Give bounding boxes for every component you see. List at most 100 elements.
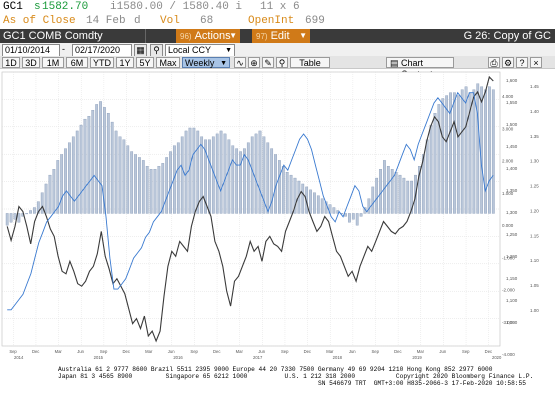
bar bbox=[402, 177, 406, 214]
x-month-label: Jun bbox=[168, 349, 175, 354]
bar bbox=[293, 177, 297, 214]
bar bbox=[367, 198, 371, 214]
ticker: GC1 bbox=[3, 1, 23, 13]
left-axis-tick-label: 1,050 bbox=[506, 320, 518, 325]
bar bbox=[219, 130, 223, 214]
x-month-label: Dec bbox=[304, 349, 311, 354]
bar bbox=[379, 169, 382, 214]
bar bbox=[138, 157, 141, 214]
footer-line-2: Japan 81 3 4565 8900 Singapore 65 6212 1… bbox=[58, 373, 534, 380]
actions-menu[interactable]: 96) Actions ▼ bbox=[176, 29, 240, 43]
left-axis-tick-label: 1,550 bbox=[506, 100, 518, 105]
bar bbox=[348, 213, 351, 223]
right-axis-tick-label: 1.10 bbox=[530, 258, 539, 263]
bar bbox=[68, 142, 71, 214]
line-chart-icon[interactable]: ∿ bbox=[234, 57, 246, 68]
title-bar: GC1 COMB Comdty 96) Actions ▼ 97) Edit ▼ G… bbox=[0, 29, 555, 43]
x-month-label: Sep bbox=[190, 349, 198, 354]
bar bbox=[99, 101, 102, 214]
bar bbox=[371, 186, 375, 214]
left-axis-tick-label: 1,400 bbox=[506, 166, 518, 171]
close-icon[interactable]: × bbox=[530, 57, 542, 68]
x-month-label: Mar bbox=[55, 349, 63, 354]
left-axis-tick-label: 1,250 bbox=[506, 232, 518, 237]
bar bbox=[313, 192, 316, 214]
x-month-label: Dec bbox=[485, 349, 492, 354]
bar bbox=[87, 116, 91, 214]
period-1d-button[interactable]: 1D bbox=[2, 57, 20, 68]
chart-area[interactable]: 1,600 1,550 1,500 1,450 1,400 1,350 1,300 1,250… bbox=[0, 70, 555, 366]
bar bbox=[149, 169, 153, 214]
bar bbox=[169, 151, 172, 214]
bar bbox=[351, 213, 355, 220]
security-field[interactable]: GC1 COMB Comdty bbox=[0, 29, 146, 43]
histogram-axis-tick-label: -2.000 bbox=[502, 288, 515, 293]
bar bbox=[239, 151, 242, 214]
bar bbox=[44, 183, 48, 214]
bar bbox=[215, 133, 219, 214]
bar bbox=[491, 89, 495, 214]
annotate-icon[interactable]: ✎ bbox=[262, 57, 274, 68]
bar bbox=[394, 171, 398, 214]
bar bbox=[472, 89, 476, 214]
bar bbox=[153, 169, 157, 214]
x-month-label: Jun bbox=[77, 349, 84, 354]
bar bbox=[258, 130, 262, 214]
period-5y-button[interactable]: 5Y bbox=[136, 57, 154, 68]
draw-tools-icon[interactable]: ⊕ bbox=[248, 57, 260, 68]
bar bbox=[122, 139, 126, 214]
right-axis-tick-label: 1.25 bbox=[530, 184, 539, 189]
close-date: 14 Feb bbox=[86, 15, 126, 27]
x-month-label: Sep bbox=[100, 349, 108, 354]
bar bbox=[25, 213, 29, 215]
right-axis-tick-label: 1.05 bbox=[530, 283, 539, 288]
settings-icon[interactable]: ⚙ bbox=[502, 57, 514, 68]
footer-line-1: Australia 61 2 9777 8600 Brazil 5511 239… bbox=[58, 366, 493, 373]
period-1m-button[interactable]: 1M bbox=[42, 57, 64, 68]
chevron-down-icon: ▼ bbox=[225, 47, 232, 54]
bar bbox=[344, 213, 347, 217]
bar bbox=[141, 160, 145, 214]
bar bbox=[425, 139, 429, 214]
price-chart[interactable]: 1,600 1,550 1,500 1,450 1,400 1,350 1,300 1,250… bbox=[0, 70, 555, 366]
bar bbox=[134, 154, 137, 214]
bar bbox=[386, 166, 390, 214]
footer-line-3: SN 546679 TRT GMT+3:00 H835-2066-3 17-Fe… bbox=[318, 380, 526, 387]
chart-content-button[interactable]: ▤ Chart Content bbox=[386, 57, 454, 79]
print-icon[interactable]: ⎙ bbox=[488, 57, 500, 68]
currency-value: Local CCY bbox=[168, 45, 212, 55]
frequency-select[interactable]: Weekly ▼ bbox=[182, 57, 230, 68]
help-icon[interactable]: ? bbox=[516, 57, 528, 68]
period-ytd-button[interactable]: YTD bbox=[90, 57, 114, 68]
left-axis-tick-label: 1,300 bbox=[506, 210, 518, 215]
left-axis-tick-label: 1,200 bbox=[506, 254, 518, 259]
bar bbox=[375, 177, 379, 214]
volume-value: 68 bbox=[200, 15, 214, 27]
open-interest-value: 699 bbox=[305, 15, 325, 27]
page-title: G 26: Copy of GC bbox=[463, 30, 551, 42]
bar bbox=[464, 86, 468, 214]
period-max-button[interactable]: Max bbox=[156, 57, 180, 68]
bar bbox=[281, 166, 285, 214]
period-1y-button[interactable]: 1Y bbox=[116, 57, 134, 68]
bar bbox=[118, 136, 122, 214]
bar bbox=[476, 83, 480, 214]
date-range-bar: 01/10/2014 - 02/17/2020 ▦ ⚲ Local CCY ▼ bbox=[0, 43, 555, 57]
chart-content-icon: ▤ bbox=[390, 58, 399, 68]
bar bbox=[208, 139, 211, 214]
bar bbox=[13, 213, 17, 220]
bar bbox=[223, 133, 227, 214]
footer: Australia 61 2 9777 8600 Brazil 5511 239… bbox=[0, 366, 555, 400]
bar bbox=[305, 186, 309, 214]
period-3d-button[interactable]: 3D bbox=[22, 57, 40, 68]
right-axis-tick-label: 1.20 bbox=[530, 208, 539, 213]
bar bbox=[270, 148, 274, 214]
close-flag: d bbox=[134, 15, 141, 27]
edit-menu[interactable]: 97) Edit ▼ bbox=[252, 29, 310, 43]
period-6m-button[interactable]: 6M bbox=[66, 57, 88, 68]
left-axis-tick-label: 1,600 bbox=[506, 78, 518, 83]
series-line bbox=[6, 75, 494, 343]
bar bbox=[289, 174, 293, 214]
zoom-icon[interactable]: ⚲ bbox=[276, 57, 288, 68]
table-button[interactable]: Table bbox=[290, 57, 330, 68]
